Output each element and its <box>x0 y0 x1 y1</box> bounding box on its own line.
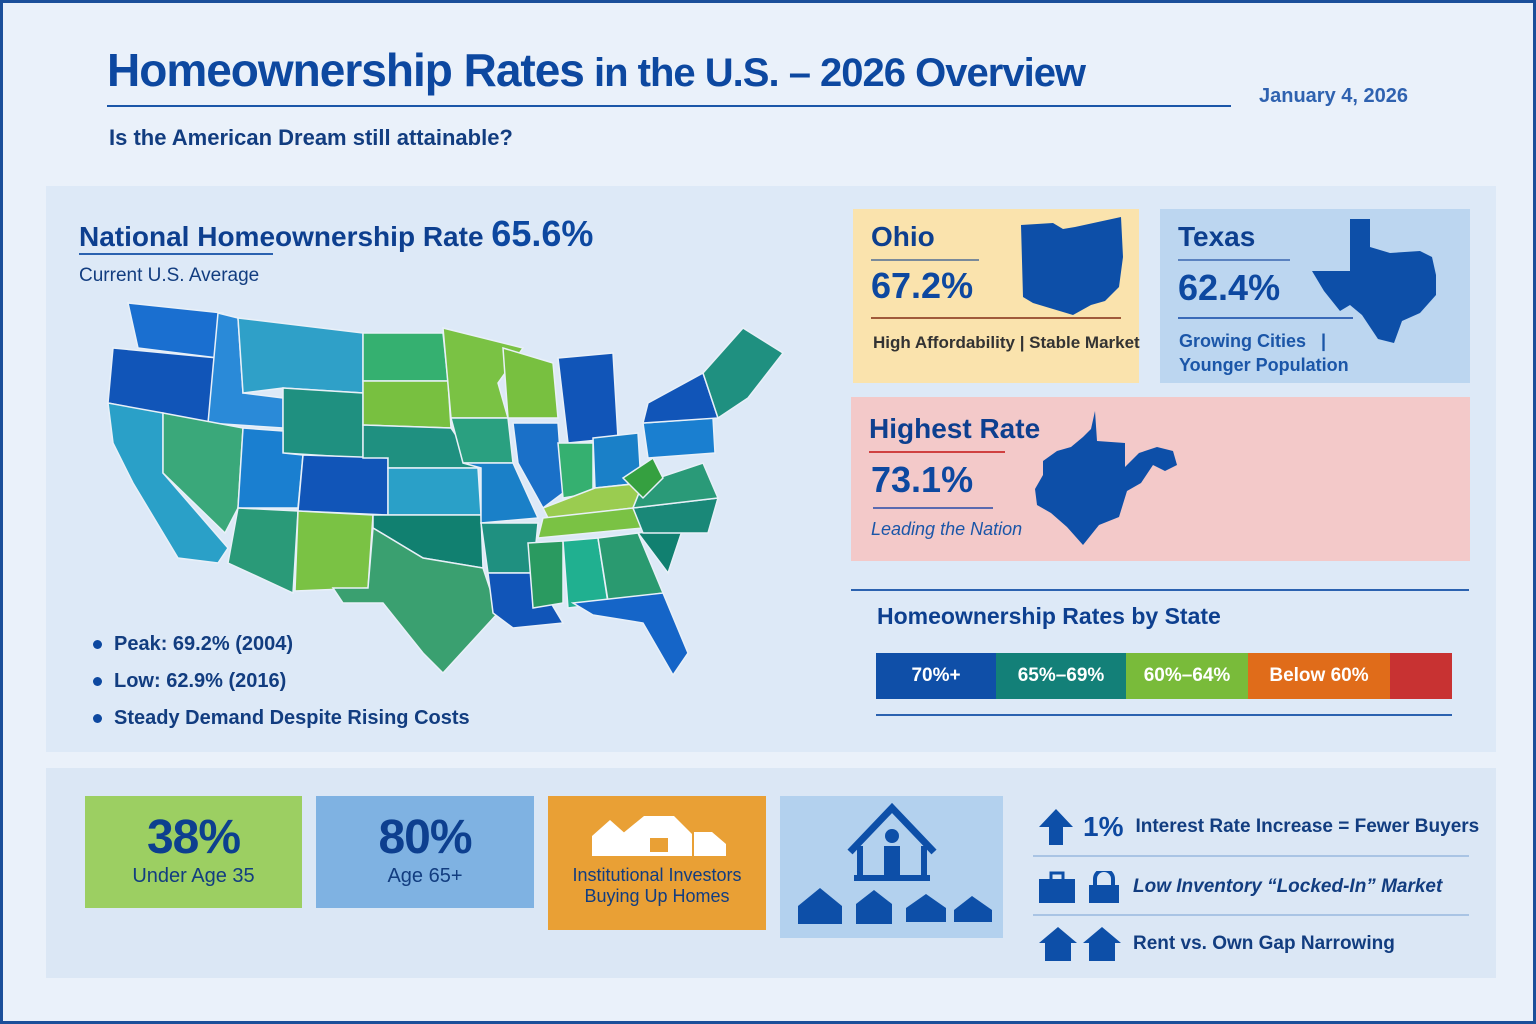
state-mo <box>462 462 540 524</box>
fact-interest-rate: 1% Interest Rate Increase = Fewer Buyers <box>1039 809 1479 845</box>
divider <box>1033 914 1469 916</box>
texas-rate: 62.4% <box>1178 267 1281 308</box>
title-divider <box>107 105 1231 107</box>
state-wa <box>127 302 224 359</box>
houses-truck-icon <box>592 816 726 856</box>
stat-label: Under Age 35 <box>132 865 255 887</box>
texas-note-2: Younger Population <box>1179 355 1349 375</box>
legend-title: Homeownership Rates by State <box>877 603 1221 629</box>
state-nm <box>294 510 374 592</box>
divider <box>876 714 1452 716</box>
national-label: National Homeownership Rate <box>79 221 484 252</box>
highest-rate: 73.1% <box>871 459 974 500</box>
legend-item: Below 60% <box>1248 653 1390 699</box>
housing-illustration <box>780 796 1003 938</box>
state-mi <box>557 352 619 444</box>
divider <box>851 589 1469 591</box>
stat-label: Buying Up Homes <box>584 886 730 906</box>
stat-investors: Institutional Investors Buying Up Homes <box>548 796 766 930</box>
highest-rate-card: Highest Rate 73.1% Leading the Nation <box>851 397 1470 561</box>
date: January 4, 2026 <box>1259 85 1408 107</box>
us-map <box>107 302 785 677</box>
state-wv <box>621 456 664 500</box>
ohio-note: High Affordability | Stable Market <box>873 333 1140 352</box>
national-value: 65.6% <box>491 213 594 254</box>
state-ms <box>527 540 564 609</box>
bullet-item: Steady Demand Despite Rising Costs <box>93 707 470 730</box>
ohio-shape-icon <box>1021 217 1123 315</box>
texas-card: Texas 62.4% Growing Cities | Younger Pop… <box>1160 209 1470 383</box>
stat-label: Age 65+ <box>387 865 463 887</box>
stat-value: 80% <box>378 811 472 864</box>
state-co <box>297 454 389 516</box>
ohio-name: Ohio <box>871 221 935 252</box>
stat-age-65: 80% Age 65+ <box>316 796 534 908</box>
stat-value: 38% <box>146 811 241 864</box>
state-in <box>557 442 594 499</box>
legend-item: 70%+ <box>876 653 996 699</box>
national-bullets: Peak: 69.2% (2004) Low: 62.9% (2016) Ste… <box>93 633 470 744</box>
arrow-up-icon <box>1039 809 1073 845</box>
legend-item: 60%–64% <box>1126 653 1248 699</box>
state-pa <box>642 417 716 459</box>
national-rate: National Homeownership Rate 65.6% <box>79 213 593 255</box>
state-il <box>512 422 564 510</box>
state-la <box>487 572 565 629</box>
fact-rent-own: Rent vs. Own Gap Narrowing <box>1039 927 1395 961</box>
legend-item <box>1390 653 1452 699</box>
stat-under-35: 38% Under Age 35 <box>85 796 302 908</box>
bullet-item: Peak: 69.2% (2004) <box>93 633 470 656</box>
bullet-item: Low: 62.9% (2016) <box>93 670 470 693</box>
highest-note: Leading the Nation <box>871 519 1023 539</box>
fact-inventory: Low Inventory “Locked-In” Market <box>1039 871 1442 903</box>
texas-name: Texas <box>1178 221 1256 252</box>
state-nd <box>362 332 449 382</box>
subtitle: Is the American Dream still attainable? <box>109 125 513 150</box>
state-wy <box>282 387 364 459</box>
houses-family-icon <box>798 802 992 924</box>
state-sd <box>362 380 452 429</box>
state-va <box>631 462 720 509</box>
texas-shape-icon <box>1312 219 1436 343</box>
state-fl <box>570 592 689 677</box>
houses-icon <box>1039 927 1121 961</box>
page-title: Homeownership Rates in the U.S. – 2026 O… <box>107 43 1086 97</box>
state-nv <box>162 412 244 535</box>
national-sublabel: Current U.S. Average <box>79 265 260 286</box>
highest-label: Highest Rate <box>869 413 1041 444</box>
title-main: Homeownership Rates <box>107 44 585 96</box>
briefcase-lock-icon <box>1039 871 1119 903</box>
state-mt <box>237 317 364 394</box>
state-ne-region <box>702 327 785 420</box>
state-wi <box>502 346 559 419</box>
state-ks <box>387 467 482 516</box>
legend-bar: 70%+ 65%–69% 60%–64% Below 60% <box>876 653 1452 699</box>
state-az <box>227 507 299 595</box>
ohio-card: Ohio 67.2% High Affordability | Stable M… <box>853 209 1140 383</box>
title-rest: in the U.S. – 2026 Overview <box>583 51 1086 95</box>
texas-note-1: Growing Cities | <box>1179 331 1327 351</box>
divider <box>1033 855 1469 857</box>
stat-label: Institutional Investors <box>572 865 742 885</box>
ohio-rate: 67.2% <box>871 265 974 306</box>
legend-item: 65%–69% <box>996 653 1126 699</box>
divider <box>79 253 273 255</box>
west-virginia-shape-icon <box>1035 411 1177 545</box>
